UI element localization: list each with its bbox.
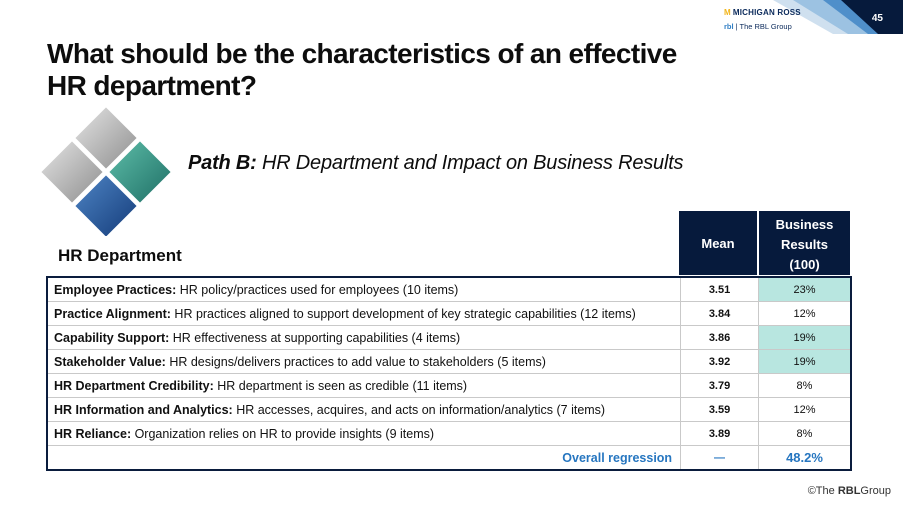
row-description: Employee Practices: HR policy/practices …	[46, 276, 682, 302]
overall-mean: —	[680, 445, 759, 471]
copyright-the: The	[815, 485, 838, 497]
row-result: 12%	[758, 301, 852, 326]
table-row: HR Information and Analytics: HR accesse…	[46, 397, 852, 422]
copyright-brand: RBL	[837, 485, 861, 497]
row-detail: HR accesses, acquires, and acts on infor…	[232, 402, 606, 417]
business-results-column-header: Business Results (100)	[758, 210, 851, 276]
row-label: HR Reliance:	[54, 426, 132, 441]
hr-department-label: HR Department	[58, 246, 182, 265]
row-label: HR Department Credibility:	[54, 378, 214, 393]
business-results-line3: (100)	[789, 257, 820, 272]
overall-result: 48.2%	[758, 445, 852, 471]
rbl-logo-text: | The RBL Group	[735, 22, 792, 31]
row-detail: HR effectiveness at supporting capabilit…	[169, 330, 461, 345]
row-label: Stakeholder Value:	[54, 354, 166, 369]
table-row: HR Department Credibility: HR department…	[46, 373, 852, 398]
row-mean: 3.86	[680, 325, 759, 350]
row-result: 12%	[758, 397, 852, 422]
puzzle-pieces-icon	[38, 104, 174, 236]
table-row: HR Reliance: Organization relies on HR t…	[46, 421, 852, 446]
row-label: Capability Support:	[54, 330, 170, 345]
mean-column-header: Mean	[678, 210, 758, 276]
rbl-group-logo: rbl | The RBL Group	[724, 22, 792, 31]
hr-department-table: Employee Practices: HR policy/practices …	[46, 276, 852, 471]
row-description: HR Department Credibility: HR department…	[46, 373, 682, 398]
row-label: Employee Practices:	[54, 282, 177, 297]
row-detail: Organization relies on HR to provide ins…	[131, 426, 435, 441]
row-detail: HR practices aligned to support developm…	[170, 306, 636, 321]
row-mean: 3.89	[680, 421, 759, 446]
row-description: Capability Support: HR effectiveness at …	[46, 325, 682, 350]
row-result: 8%	[758, 373, 852, 398]
row-detail: HR policy/practices used for employees (…	[176, 282, 459, 297]
row-mean: 3.51	[680, 276, 759, 302]
michigan-m-icon: M	[724, 8, 731, 17]
table-row: Employee Practices: HR policy/practices …	[46, 276, 852, 302]
copyright-group: Group	[860, 485, 891, 497]
subtitle-text: HR Department and Impact on Business Res…	[256, 152, 684, 174]
table-row: Stakeholder Value: HR designs/delivers p…	[46, 349, 852, 374]
slide-number: 45	[871, 13, 883, 24]
row-mean: 3.84	[680, 301, 759, 326]
table-row: Capability Support: HR effectiveness at …	[46, 325, 852, 350]
row-description: HR Information and Analytics: HR accesse…	[46, 397, 682, 422]
row-detail: HR department is seen as credible (11 it…	[213, 378, 468, 393]
row-mean: 3.92	[680, 349, 759, 374]
subtitle-label: Path B:	[188, 152, 257, 174]
overall-regression-row: Overall regression — 48.2%	[46, 445, 852, 471]
row-detail: HR designs/delivers practices to add val…	[165, 354, 546, 369]
copyright-symbol: ©	[807, 485, 816, 497]
row-label: Practice Alignment:	[54, 306, 171, 321]
row-result: 19%	[758, 325, 852, 350]
corner-decoration	[773, 0, 903, 34]
row-description: Stakeholder Value: HR designs/delivers p…	[46, 349, 682, 374]
business-results-line1: Business	[775, 217, 834, 232]
row-label: HR Information and Analytics:	[54, 402, 233, 417]
michigan-ross-text: MICHIGAN ROSS	[732, 8, 801, 17]
row-result: 19%	[758, 349, 852, 374]
page-title: What should be the characteristics of an…	[47, 38, 677, 101]
row-result: 23%	[758, 276, 852, 302]
table-row: Practice Alignment: HR practices aligned…	[46, 301, 852, 326]
michigan-ross-logo: M MICHIGAN ROSS	[724, 8, 801, 17]
row-description: HR Reliance: Organization relies on HR t…	[46, 421, 682, 446]
copyright-notice: ©The RBLGroup	[808, 485, 891, 497]
business-results-line2: Results	[781, 237, 828, 252]
row-mean: 3.59	[680, 397, 759, 422]
overall-label: Overall regression	[46, 445, 682, 471]
path-subtitle: Path B: HR Department and Impact on Busi…	[188, 152, 684, 175]
rbl-mark-icon: rbl	[724, 22, 734, 31]
row-description: Practice Alignment: HR practices aligned…	[46, 301, 682, 326]
row-mean: 3.79	[680, 373, 759, 398]
row-result: 8%	[758, 421, 852, 446]
